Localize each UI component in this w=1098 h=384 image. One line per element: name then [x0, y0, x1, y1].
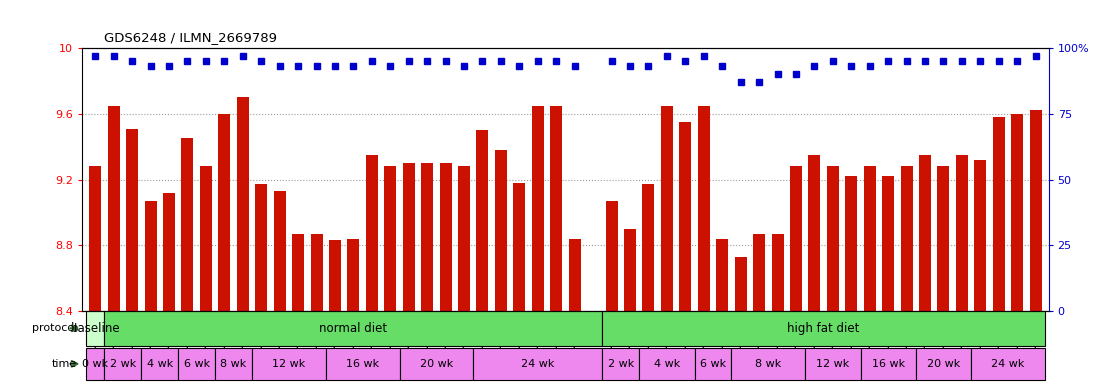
Text: protocol: protocol — [32, 323, 77, 333]
Bar — [108, 106, 120, 384]
Bar — [864, 166, 876, 384]
Text: GDS6248 / ILMN_2669789: GDS6248 / ILMN_2669789 — [104, 31, 278, 44]
Bar — [86, 311, 104, 346]
Text: 8 wk: 8 wk — [755, 359, 782, 369]
Bar — [1011, 114, 1023, 384]
Bar — [89, 166, 101, 384]
Bar — [900, 166, 912, 384]
Bar — [716, 239, 728, 384]
Bar — [422, 163, 434, 384]
Bar — [400, 348, 473, 380]
Bar — [808, 155, 820, 384]
Bar — [827, 166, 839, 384]
Bar — [606, 201, 617, 384]
Bar — [126, 129, 138, 384]
Bar — [845, 176, 858, 384]
Text: 12 wk: 12 wk — [272, 359, 305, 369]
Bar — [861, 348, 916, 380]
Bar — [477, 130, 489, 384]
Bar — [181, 138, 193, 384]
Bar — [603, 348, 639, 380]
Bar — [253, 348, 326, 380]
Bar — [735, 257, 747, 384]
Bar — [514, 183, 525, 384]
Bar — [384, 166, 396, 384]
Text: 4 wk: 4 wk — [147, 359, 172, 369]
Bar — [919, 155, 931, 384]
Bar — [974, 160, 986, 384]
Bar — [642, 184, 654, 384]
Bar — [86, 348, 104, 380]
Text: 16 wk: 16 wk — [872, 359, 905, 369]
Bar — [403, 163, 415, 384]
Bar — [938, 166, 950, 384]
Text: 2 wk: 2 wk — [110, 359, 136, 369]
Bar — [104, 311, 603, 346]
Bar — [366, 155, 378, 384]
Text: 6 wk: 6 wk — [183, 359, 210, 369]
Text: 24 wk: 24 wk — [522, 359, 554, 369]
Bar — [215, 348, 253, 380]
Bar — [956, 155, 968, 384]
Text: normal diet: normal diet — [320, 322, 388, 335]
Bar — [473, 348, 603, 380]
Text: 0 wk: 0 wk — [82, 359, 109, 369]
Text: 12 wk: 12 wk — [816, 359, 850, 369]
Bar — [163, 193, 175, 384]
Bar — [219, 114, 231, 384]
Bar — [805, 348, 861, 380]
Bar — [104, 348, 142, 380]
Text: baseline: baseline — [70, 322, 120, 335]
Bar — [916, 348, 971, 380]
Text: 16 wk: 16 wk — [346, 359, 379, 369]
Bar — [661, 106, 673, 384]
Bar — [550, 106, 562, 384]
Bar — [697, 106, 709, 384]
Bar — [326, 348, 400, 380]
Bar — [624, 229, 636, 384]
Bar — [569, 239, 581, 384]
Bar — [971, 348, 1045, 380]
Bar — [329, 240, 341, 384]
Text: high fat diet: high fat diet — [787, 322, 860, 335]
Bar — [347, 239, 359, 384]
Text: 20 wk: 20 wk — [927, 359, 960, 369]
Bar — [753, 234, 765, 384]
Bar — [200, 166, 212, 384]
Bar — [680, 122, 692, 384]
Bar — [993, 117, 1005, 384]
Text: 8 wk: 8 wk — [221, 359, 247, 369]
Bar — [772, 234, 784, 384]
Bar — [292, 234, 304, 384]
Bar — [695, 348, 731, 380]
Bar — [178, 348, 215, 380]
Bar — [789, 166, 802, 384]
Text: 20 wk: 20 wk — [419, 359, 453, 369]
Bar — [142, 348, 178, 380]
Bar — [273, 191, 285, 384]
Text: 24 wk: 24 wk — [991, 359, 1024, 369]
Bar — [495, 150, 507, 384]
Bar — [731, 348, 805, 380]
Bar — [145, 201, 157, 384]
Bar — [311, 234, 323, 384]
Bar — [639, 348, 695, 380]
Bar — [882, 176, 894, 384]
Bar — [237, 97, 249, 384]
Bar — [531, 106, 544, 384]
Text: 2 wk: 2 wk — [607, 359, 634, 369]
Bar — [439, 163, 451, 384]
Text: time: time — [52, 359, 77, 369]
Bar — [1030, 111, 1042, 384]
Bar — [603, 311, 1045, 346]
Bar — [255, 184, 267, 384]
Text: 4 wk: 4 wk — [653, 359, 680, 369]
Bar — [458, 166, 470, 384]
Text: 6 wk: 6 wk — [699, 359, 726, 369]
